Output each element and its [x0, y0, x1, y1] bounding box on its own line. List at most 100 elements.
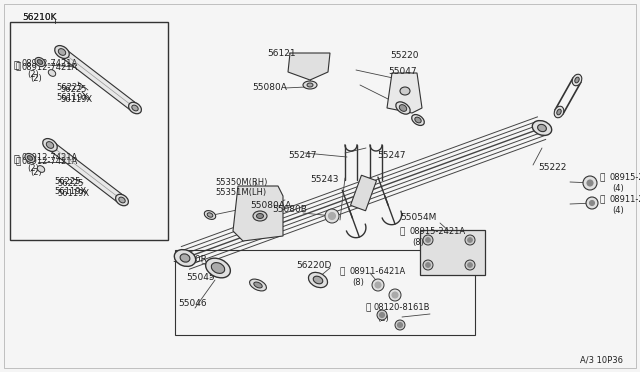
Polygon shape: [387, 73, 422, 113]
Text: ⒩: ⒩: [340, 267, 346, 276]
Text: 56220D: 56220D: [296, 260, 332, 269]
Circle shape: [389, 289, 401, 301]
Text: 56119X: 56119X: [60, 96, 92, 105]
Ellipse shape: [575, 77, 579, 83]
Text: ⒩: ⒩: [14, 59, 20, 69]
Text: 55080A: 55080A: [252, 83, 287, 93]
Bar: [420, 230, 485, 275]
Ellipse shape: [35, 57, 45, 67]
Ellipse shape: [129, 102, 141, 114]
Circle shape: [397, 323, 403, 327]
Text: 08120-8161B: 08120-8161B: [374, 304, 431, 312]
Text: 56225: 56225: [56, 83, 83, 92]
Text: ⒩: ⒩: [15, 157, 20, 167]
Text: ⒩: ⒩: [600, 196, 605, 205]
Text: 55247: 55247: [288, 151, 317, 160]
Text: 08915-2421A: 08915-2421A: [409, 228, 465, 237]
Circle shape: [372, 279, 384, 291]
Ellipse shape: [415, 117, 421, 123]
Circle shape: [465, 260, 475, 270]
Ellipse shape: [538, 124, 547, 132]
Ellipse shape: [174, 250, 196, 266]
Text: 56121: 56121: [267, 48, 296, 58]
Text: 08911-2421A: 08911-2421A: [609, 196, 640, 205]
Ellipse shape: [116, 194, 129, 206]
Ellipse shape: [207, 213, 213, 217]
Text: 08912-7421A: 08912-7421A: [22, 62, 78, 71]
Text: 55047: 55047: [388, 67, 417, 77]
Ellipse shape: [532, 121, 552, 135]
Ellipse shape: [572, 74, 582, 86]
Text: (2): (2): [27, 70, 39, 78]
Text: (8): (8): [352, 278, 364, 286]
Text: 56225: 56225: [57, 179, 83, 187]
Text: 08911-6421A: 08911-6421A: [349, 267, 405, 276]
Polygon shape: [288, 53, 330, 80]
Text: 55054M: 55054M: [400, 214, 436, 222]
Text: 08915-2421A: 08915-2421A: [609, 173, 640, 183]
Text: (2): (2): [30, 74, 42, 83]
Circle shape: [392, 292, 398, 298]
Text: 55080AA: 55080AA: [250, 201, 291, 209]
Text: (8): (8): [412, 237, 424, 247]
Circle shape: [375, 282, 381, 288]
Ellipse shape: [28, 155, 33, 160]
FancyBboxPatch shape: [351, 175, 376, 211]
Ellipse shape: [55, 45, 69, 58]
Ellipse shape: [46, 142, 54, 148]
Circle shape: [586, 197, 598, 209]
Ellipse shape: [132, 105, 138, 111]
Text: (2): (2): [27, 164, 39, 173]
Text: 56225: 56225: [54, 176, 81, 186]
Ellipse shape: [180, 254, 190, 262]
Ellipse shape: [211, 263, 225, 273]
Ellipse shape: [25, 154, 35, 163]
Circle shape: [423, 235, 433, 245]
Ellipse shape: [412, 115, 424, 125]
Text: 55243: 55243: [310, 176, 339, 185]
Text: 55080B: 55080B: [272, 205, 307, 215]
Text: (4): (4): [612, 205, 624, 215]
Ellipse shape: [37, 60, 43, 64]
Text: (2): (2): [30, 169, 42, 177]
Ellipse shape: [396, 102, 410, 114]
Ellipse shape: [257, 214, 264, 218]
Circle shape: [583, 176, 597, 190]
Text: 55351M(LH): 55351M(LH): [215, 187, 266, 196]
Ellipse shape: [400, 87, 410, 95]
Text: Ⓦ: Ⓦ: [600, 173, 605, 183]
Circle shape: [426, 237, 431, 243]
Text: 08912-7421A: 08912-7421A: [22, 60, 78, 68]
Ellipse shape: [58, 49, 66, 55]
Ellipse shape: [307, 83, 313, 87]
Ellipse shape: [119, 197, 125, 203]
Text: ⒩: ⒩: [14, 153, 20, 163]
Text: 56119X: 56119X: [56, 93, 88, 102]
Polygon shape: [233, 186, 283, 241]
Bar: [10, 22, 168, 240]
Circle shape: [589, 201, 595, 205]
Ellipse shape: [253, 211, 267, 221]
Circle shape: [380, 312, 385, 317]
Circle shape: [465, 235, 475, 245]
Circle shape: [377, 310, 387, 320]
Text: (2): (2): [377, 314, 388, 323]
Text: 55220: 55220: [390, 51, 419, 60]
Ellipse shape: [43, 138, 57, 151]
Text: 56119X: 56119X: [54, 186, 86, 196]
Circle shape: [395, 320, 405, 330]
Circle shape: [423, 260, 433, 270]
Bar: [175, 250, 475, 335]
Ellipse shape: [254, 282, 262, 288]
Circle shape: [467, 237, 472, 243]
Polygon shape: [60, 48, 138, 112]
Text: 56210K: 56210K: [22, 13, 56, 22]
Ellipse shape: [554, 106, 564, 118]
Text: 55046: 55046: [178, 298, 207, 308]
Ellipse shape: [303, 81, 317, 89]
Polygon shape: [47, 141, 125, 203]
Text: 55045: 55045: [186, 273, 214, 282]
Circle shape: [426, 263, 431, 267]
Ellipse shape: [250, 279, 266, 291]
Text: A/3 10P36: A/3 10P36: [580, 356, 623, 365]
